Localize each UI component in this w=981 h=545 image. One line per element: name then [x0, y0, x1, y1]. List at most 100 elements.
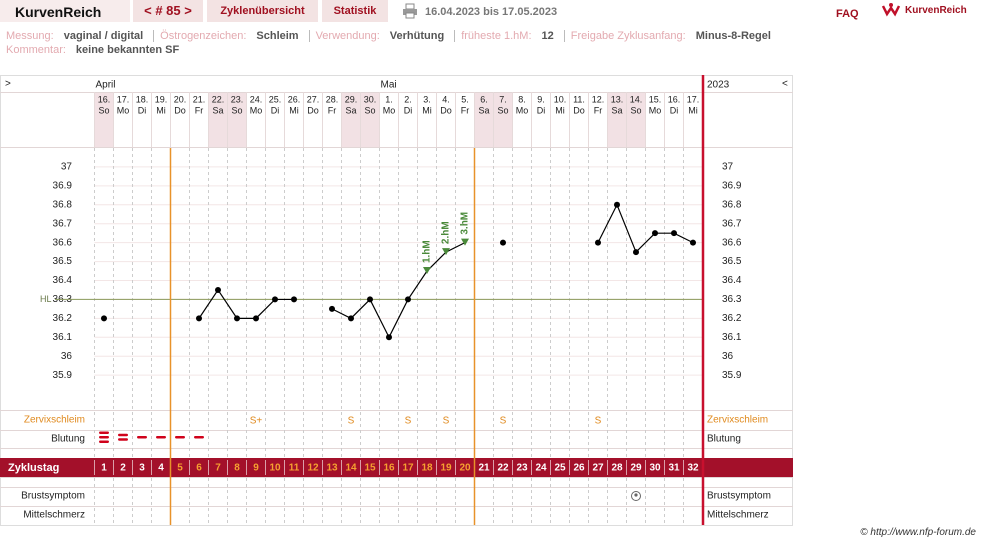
date-label: 13. [611, 94, 624, 104]
year: 2023 [707, 80, 730, 91]
y-tick-label-right: 36.3 [722, 294, 742, 305]
info-label: Verwendung: [315, 30, 380, 42]
y-tick-label-right: 36.9 [722, 180, 742, 191]
bleeding-mark [194, 436, 204, 439]
cycle-day: 1 [101, 463, 107, 474]
temp-point [329, 305, 335, 312]
cervix-mark: S [405, 416, 412, 427]
cervix-mark: S+ [250, 416, 263, 427]
info-label: Östrogenzeichen: [160, 30, 247, 42]
date-label: 16. [98, 94, 111, 104]
cycle-day: 7 [215, 463, 221, 474]
y-tick-label-right: 36.5 [722, 256, 742, 267]
date-label: 10. [554, 94, 567, 104]
temp-point [101, 315, 107, 322]
print-icon[interactable] [402, 3, 418, 19]
weekday-label: Fr [594, 105, 603, 115]
weekday-label: Fr [461, 105, 470, 115]
date-label: 3. [423, 94, 431, 104]
cycle-day-label: Zyklustag [8, 462, 59, 474]
date-label: 25. [269, 94, 282, 104]
cycle-day: 4 [158, 463, 164, 474]
bleeding-dash [99, 431, 109, 434]
row-label: Brustsymptom [21, 491, 85, 502]
y-tick-label: 36.5 [53, 256, 73, 267]
row-label-right: Brustsymptom [707, 491, 771, 502]
cycle-day: 10 [269, 463, 281, 474]
y-tick-label: 35.9 [53, 370, 73, 381]
cycle-day: 27 [592, 463, 604, 474]
weekend-shade [493, 92, 513, 147]
tab[interactable]: Statistik [322, 0, 388, 22]
cycle-day: 15 [364, 463, 376, 474]
temp-point [652, 230, 658, 237]
weekday-label: Mo [649, 105, 662, 115]
cycle-day: 32 [687, 463, 699, 474]
info-item: Messung: vaginal / digital [6, 30, 149, 42]
date-label: 20. [174, 94, 187, 104]
weekday-label: So [364, 105, 375, 115]
bleeding-dash [99, 440, 109, 443]
temp-point [272, 296, 278, 303]
date-label: 21. [193, 94, 206, 104]
info-value: Minus-8-Regel [695, 30, 771, 42]
cycle-day: 18 [421, 463, 433, 474]
info-value: vaginal / digital [63, 30, 144, 42]
bleeding-dash [156, 436, 166, 439]
info-label: früheste 1.hM: [461, 30, 532, 42]
date-label: 17. [687, 94, 700, 104]
temp-point [595, 239, 601, 246]
weekday-label: Di [138, 105, 147, 115]
faq-link[interactable]: FAQ [836, 8, 859, 20]
cycle-day: 8 [234, 463, 240, 474]
cycle-day: 3 [139, 463, 145, 474]
y-tick-label-right: 36.4 [722, 275, 742, 286]
date-label: 27. [307, 94, 320, 104]
weekend-shade [227, 92, 247, 147]
hm-marker [442, 248, 450, 256]
cycle-day: 13 [326, 463, 338, 474]
hm-marker [461, 238, 469, 246]
cycle-nav[interactable]: < # 85 > [133, 0, 203, 22]
bleeding-dash [99, 436, 109, 439]
weekday-label: Di [271, 105, 280, 115]
date-label: 7. [499, 94, 507, 104]
hl-label: HL [40, 294, 52, 304]
temp-point [500, 239, 506, 246]
temp-line [198, 203, 694, 339]
info-row: Messung: vaginal / digital Östrogenzeichen… [6, 30, 781, 42]
nav-right: < [782, 79, 788, 90]
cycle-day: 5 [177, 463, 183, 474]
cycle-day: 6 [196, 463, 202, 474]
weekend-shade [607, 92, 627, 147]
weekday-label: Do [573, 105, 585, 115]
nav-left: > [5, 79, 11, 90]
hm-label: 3.hM [460, 212, 471, 235]
breast-icon-dot [634, 493, 638, 497]
row-label-right: Mittelschmerz [707, 510, 769, 521]
weekday-label: So [231, 105, 242, 115]
cycle-day: 26 [573, 463, 585, 474]
date-label: 30. [364, 94, 377, 104]
cervix-mark: S [348, 416, 355, 427]
date-label: 19. [155, 94, 168, 104]
date-label: 15. [649, 94, 662, 104]
weekday-label: Sa [611, 105, 622, 115]
date-label: 29. [345, 94, 358, 104]
weekend-shade [341, 92, 361, 147]
row-label: Blutung [51, 434, 85, 445]
tab[interactable]: Zyklenübersicht [207, 0, 318, 22]
cycle-day: 24 [535, 463, 547, 474]
weekday-label: Di [404, 105, 413, 115]
y-tick-label-right: 36.7 [722, 218, 742, 229]
weekday-label: So [98, 105, 109, 115]
y-tick-label: 36 [61, 351, 73, 362]
date-label: 14. [630, 94, 643, 104]
weekday-label: Do [174, 105, 186, 115]
cycle-day: 22 [497, 463, 509, 474]
info-value: Verhütung [389, 30, 445, 42]
date-label: 16. [668, 94, 681, 104]
info-item: Verwendung: Verhütung [308, 30, 451, 42]
